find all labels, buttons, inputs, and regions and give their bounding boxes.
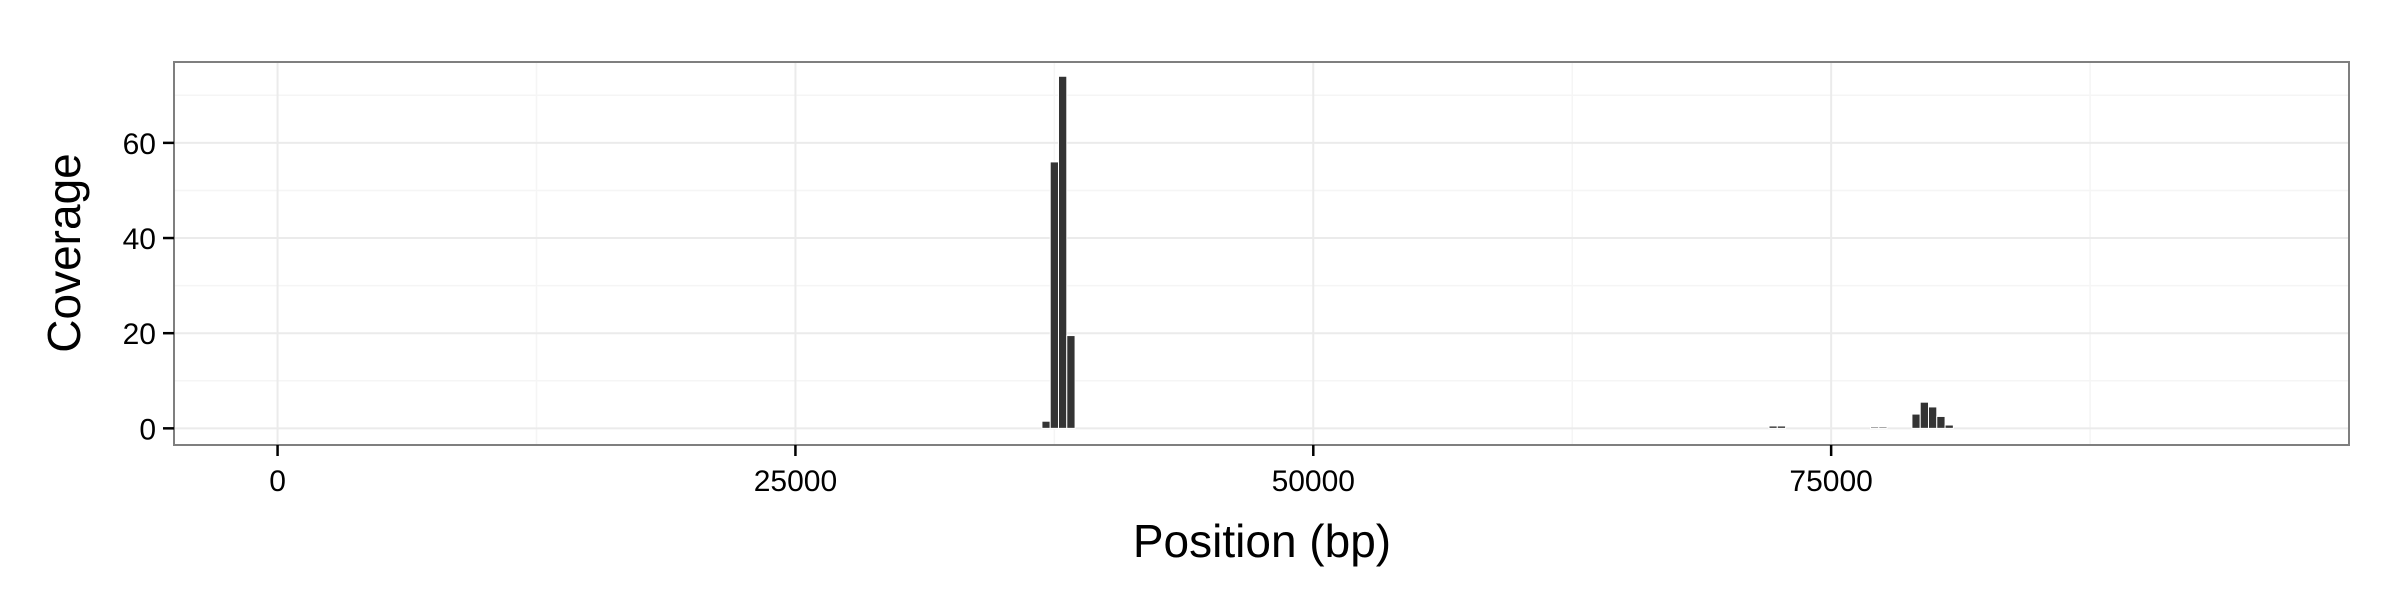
x-axis-title: Position (bp) (1133, 515, 1391, 567)
grid-lines (174, 62, 2349, 445)
coverage-bar (1768, 425, 1778, 429)
coverage-bar (1041, 420, 1051, 429)
x-tick-label: 50000 (1272, 465, 1355, 498)
y-tick-label: 0 (139, 413, 156, 446)
coverage-bar (1944, 424, 1954, 429)
coverage-bar (1919, 401, 1929, 429)
coverage-bar (1878, 426, 1888, 429)
x-tick-label: 25000 (754, 465, 837, 498)
y-tick-label: 60 (123, 128, 156, 161)
coverage-bar (1049, 161, 1059, 429)
coverage-bar (1066, 335, 1076, 429)
coverage-bar (1928, 406, 1938, 429)
y-axis-title: Coverage (38, 153, 90, 352)
y-tick-label: 20 (123, 318, 156, 351)
coverage-bars (1041, 75, 1954, 429)
x-tick-label: 0 (269, 465, 286, 498)
x-axis: 0 25000 50000 75000 (269, 445, 1873, 498)
coverage-bar (1058, 75, 1068, 429)
coverage-bar (1911, 413, 1921, 429)
panel-background (174, 62, 2349, 445)
y-tick-label: 40 (123, 223, 156, 256)
y-axis: 0 20 40 60 (123, 128, 174, 446)
coverage-bar (1776, 425, 1787, 429)
coverage-bar (1870, 426, 1880, 429)
x-tick-label: 75000 (1789, 465, 1872, 498)
panel-border (173, 61, 2350, 446)
coverage-bar (1936, 415, 1946, 429)
